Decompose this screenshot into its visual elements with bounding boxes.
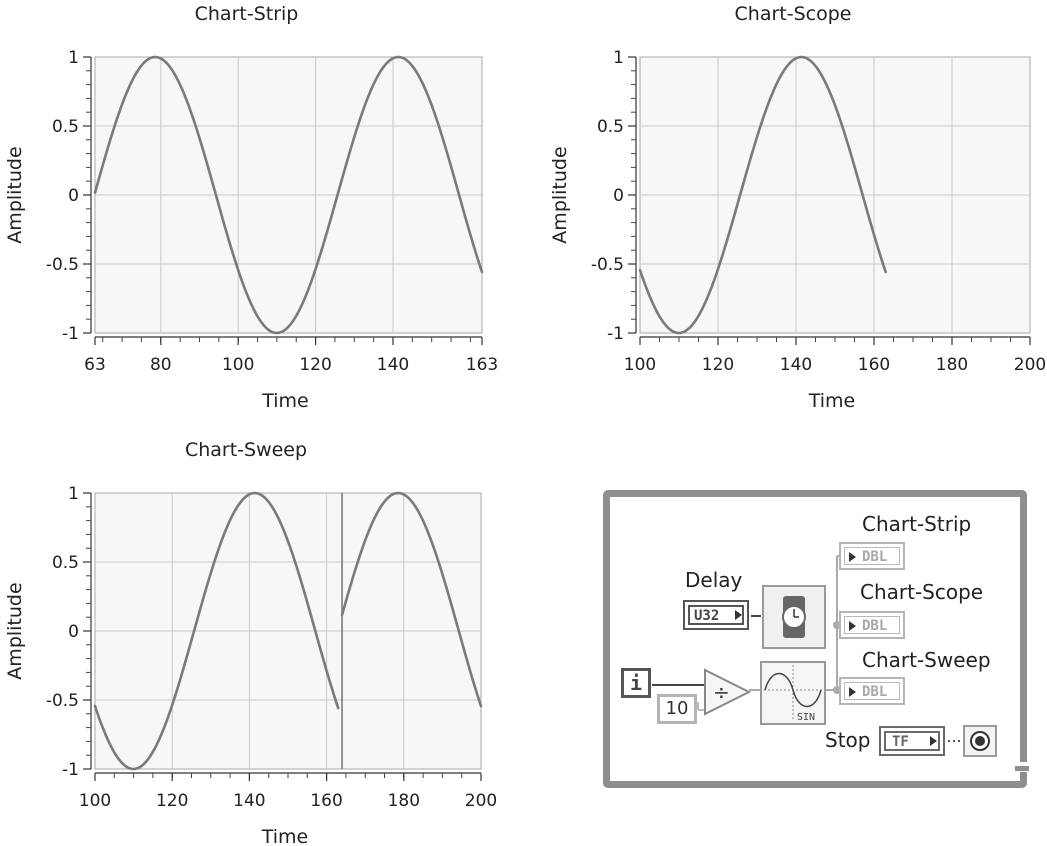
series-line [638,55,887,335]
x-tick-label: 100 [79,791,111,811]
while-loop-frame[interactable] [603,490,1027,788]
scope-indicator-label: Chart-Scope [860,580,984,604]
y-tick-label: 1 [613,48,624,68]
x-axis-label: Time [261,390,309,412]
svg-text:SIN: SIN [797,712,815,723]
chart-strip-terminal[interactable]: DBL [839,542,905,570]
divide-node [704,668,752,716]
chart-sweep-terminal[interactable]: DBL [839,677,905,705]
chart-title: Chart-Sweep [185,439,307,461]
loop-condition-corner [1015,766,1029,771]
x-tick-label: 120 [299,355,331,375]
strip-indicator-label: Chart-Strip [862,512,972,536]
y-tick-label: 0.5 [52,553,79,573]
y-tick-label: -1 [62,760,79,780]
y-tick-label: 0 [613,186,624,206]
divide-symbol: ÷ [713,680,730,704]
chart-title: Chart-Strip [195,3,299,25]
y-tick-label: -1 [62,324,79,344]
wires: ÷ SIN [652,555,997,757]
chart-scope-panel: Chart-Scope 1 0.5 0 -0.5 -1 100 120 140 160 180 200… [545,0,1047,420]
y-axis-label: Amplitude [549,146,571,243]
chart-strip: Chart-Strip 1 0.5 0 -0.5 -163 80 100 120 140 163 Ti… [4,3,498,412]
y-tick-label: 0 [68,622,79,642]
output-arrow-icon [930,736,937,746]
y-tick-label: 0 [68,186,79,206]
x-tick-label: 200 [465,791,497,811]
input-arrow-icon [849,621,856,631]
chart-sweep-panel: Chart-Sweep 1 0.5 0 -0.5 -1 100 120 140 160 180 200… [0,436,520,846]
chart-title: Chart-Scope [735,3,852,25]
x-tick-label: 163 [466,355,498,375]
x-tick-label: 140 [377,355,409,375]
x-tick-label: 180 [388,791,420,811]
sweep-indicator-label: Chart-Sweep [862,648,991,672]
x-tick-label: 200 [1014,355,1046,375]
y-tick-label: 0.5 [52,117,79,137]
y-tick-label: -1 [607,324,624,344]
x-tick-label: 100 [222,355,254,375]
iteration-terminal[interactable]: i [621,668,651,698]
x-tick-label: 100 [624,355,656,375]
input-arrow-icon [849,687,856,697]
y-axis-label: Amplitude [4,146,26,243]
x-tick-label: 80 [150,355,172,375]
x-tick-label: 140 [780,355,812,375]
output-arrow-icon [735,610,742,620]
y-axis-label: Amplitude [4,582,26,679]
stop-control[interactable]: TF [879,726,945,756]
delay-label: Delay [685,568,743,592]
series-line [93,491,340,771]
y-tick-label: -0.5 [46,255,79,275]
x-tick-label: 160 [858,355,890,375]
divisor-constant[interactable]: 10 [657,694,697,724]
x-tick-label: 140 [233,791,265,811]
chart-strip-panel: Chart-Strip 1 0.5 0 -0.5 -1 63 80 100 120 140 163 Ti… [0,0,520,420]
x-tick-label: 180 [936,355,968,375]
series-line [340,491,483,708]
block-diagram: ÷ SIN Delay U32 Chart-Strip DBL Chart-Sc… [603,490,1031,790]
stop-label: Stop [825,728,871,752]
y-tick-label: -0.5 [46,691,79,711]
y-tick-label: 1 [68,48,79,68]
x-tick-label: 120 [702,355,734,375]
sine-wave-icon [764,672,822,708]
x-tick-label: 120 [156,791,188,811]
y-tick-label: 0.5 [597,117,624,137]
x-axis-label: Time [261,826,309,846]
chart-scope-terminal[interactable]: DBL [839,611,905,639]
y-tick-label: -0.5 [591,255,624,275]
input-arrow-icon [849,552,856,562]
x-axis-label: Time [808,390,856,412]
y-tick-label: 1 [68,484,79,504]
delay-control[interactable]: U32 [683,600,749,630]
series-line [93,55,484,335]
x-tick-label: 160 [310,791,342,811]
x-tick-label: 63 [84,355,106,375]
